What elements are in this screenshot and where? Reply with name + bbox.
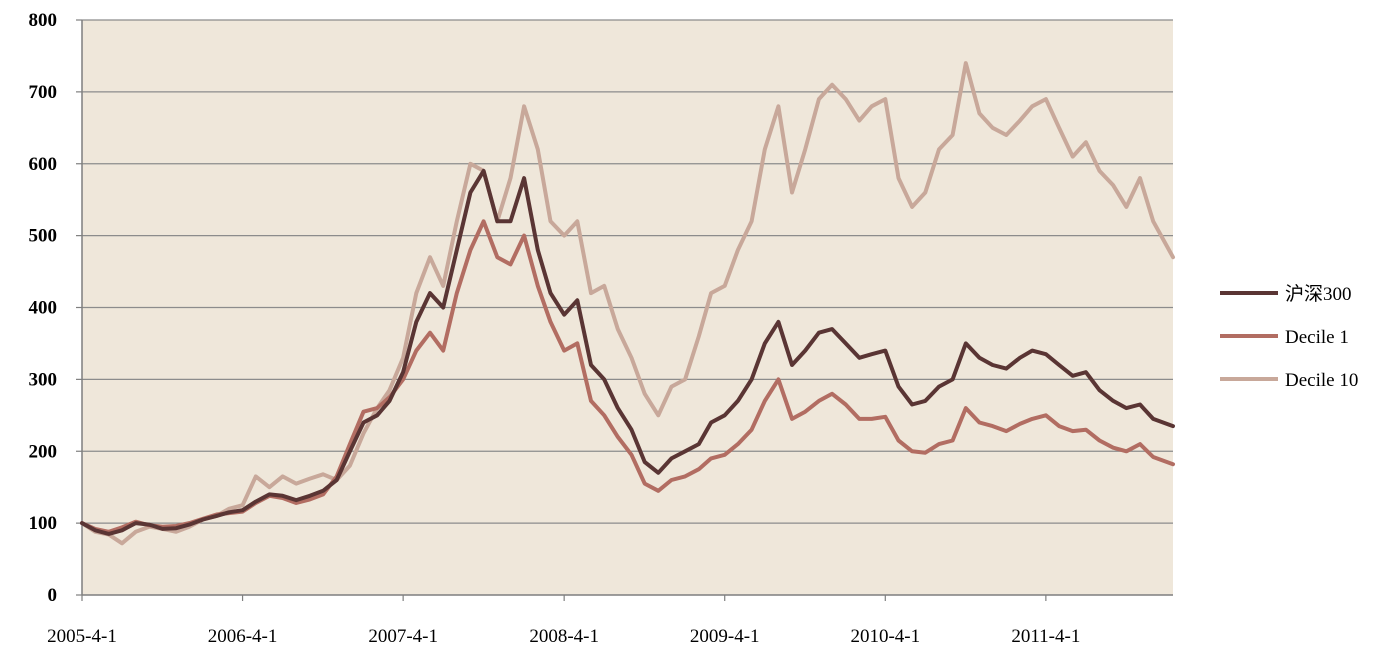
legend-label: Decile 10 (1285, 370, 1358, 391)
y-tick-label: 400 (29, 298, 58, 319)
x-tick-label: 2005-4-1 (47, 626, 117, 647)
series-line-1 (80, 168, 1175, 536)
series-lines (80, 61, 1175, 546)
y-tick-label: 300 (29, 369, 58, 390)
y-tick-label: 600 (29, 154, 58, 175)
series-line-3 (80, 61, 1175, 546)
x-axis-ticks: 2005-4-1 2006-4-1 2007-4-1 2008-4-1 2009-4-1… (47, 595, 1080, 647)
legend-label: 沪深300 (1285, 283, 1352, 305)
y-tick-label: 700 (29, 82, 58, 103)
y-tick-label: 100 (29, 513, 58, 534)
x-tick-label: 2006-4-1 (208, 626, 278, 647)
legend: 沪深300 Decile 1 Decile 10 (1220, 283, 1358, 391)
x-tick-label: 2007-4-1 (368, 626, 438, 647)
y-tick-label: 500 (29, 226, 58, 247)
y-axis-ticks: 0 100 200 300 400 500 600 700 800 (29, 10, 82, 606)
x-tick-label: 2008-4-1 (529, 626, 599, 647)
x-tick-label: 2010-4-1 (850, 626, 920, 647)
x-tick-label: 2009-4-1 (690, 626, 760, 647)
legend-label: Decile 1 (1285, 327, 1349, 348)
y-tick-label: 800 (29, 10, 58, 31)
x-tick-label: 2011-4-1 (1011, 626, 1080, 647)
y-tick-label: 200 (29, 441, 58, 462)
y-tick-label: 0 (48, 585, 58, 606)
